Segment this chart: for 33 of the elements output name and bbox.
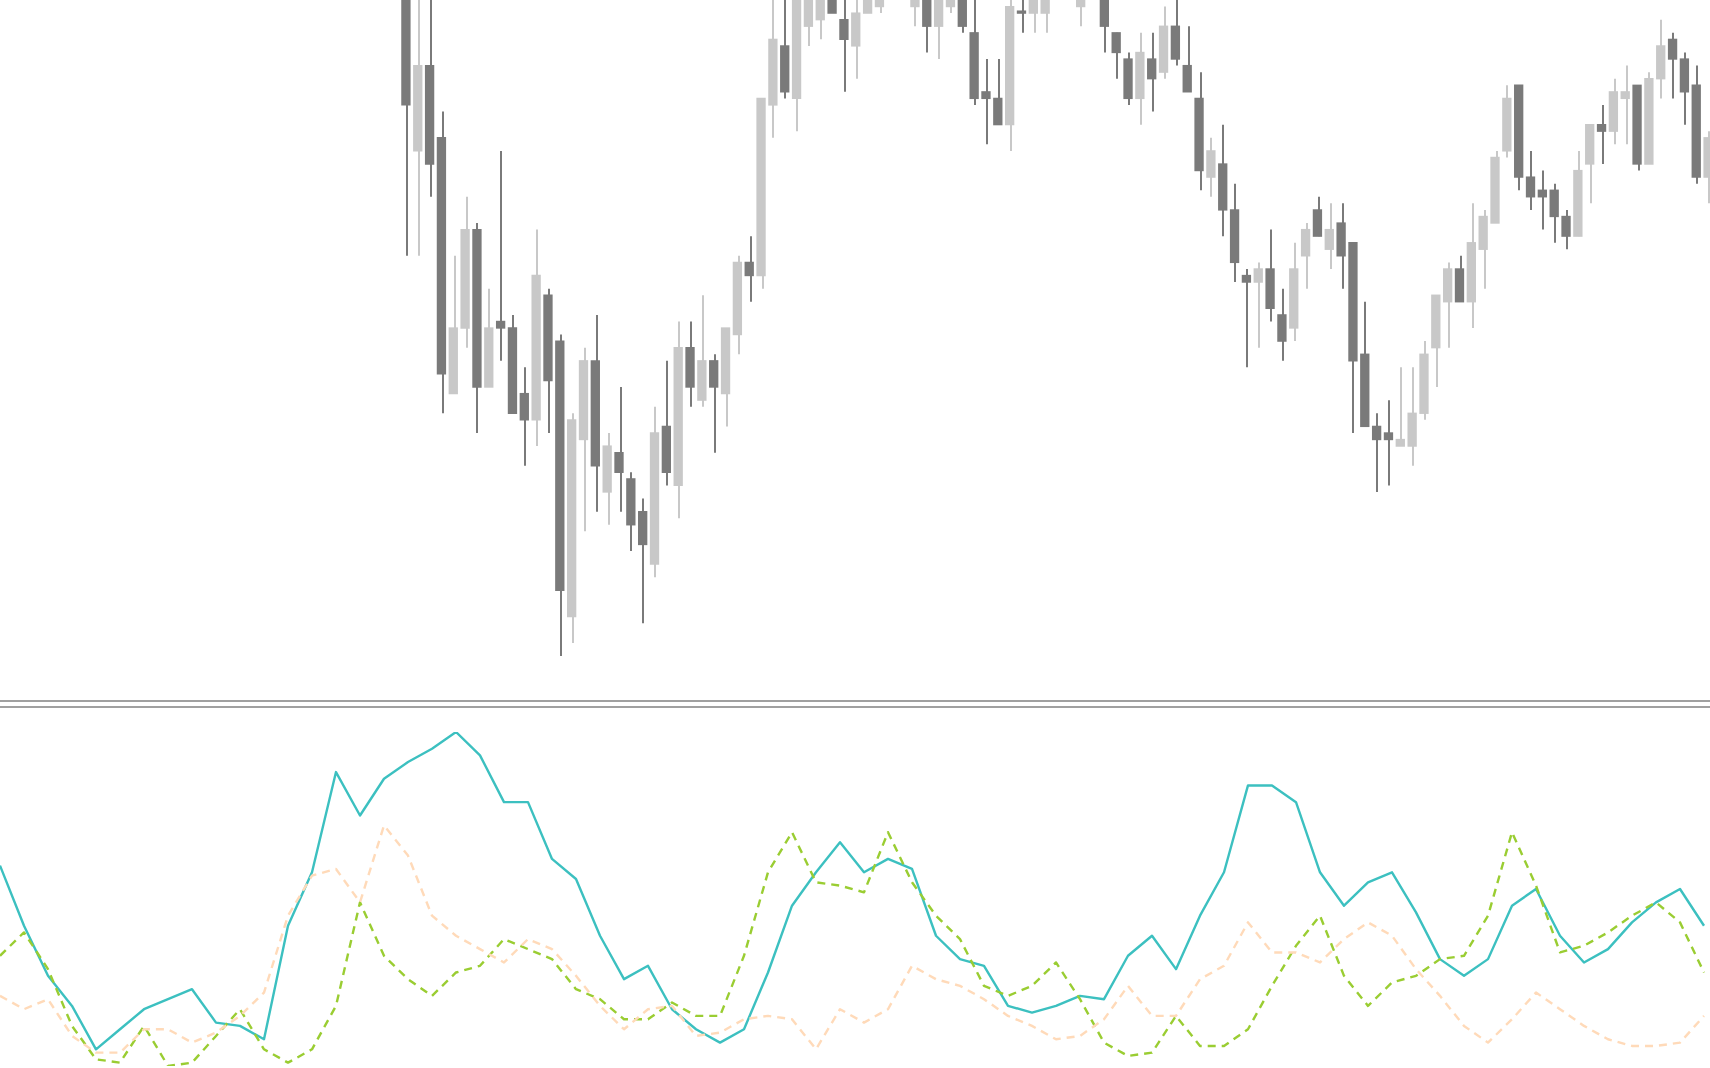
candlestick — [839, 0, 849, 93]
candlestick — [1076, 0, 1086, 28]
candlestick — [922, 0, 932, 54]
candlestick — [1585, 123, 1595, 205]
candlestick — [661, 359, 672, 487]
candlestick — [1241, 267, 1252, 369]
candlestick — [1253, 261, 1263, 349]
candlestick — [1265, 228, 1275, 323]
candlestick — [1182, 25, 1192, 93]
candlestick — [910, 0, 920, 28]
candlestick — [1123, 51, 1133, 106]
candlestick — [1454, 254, 1465, 303]
candlestick — [1324, 202, 1334, 270]
candlestick — [780, 0, 790, 100]
candlestick — [1147, 31, 1157, 113]
candlestick — [614, 386, 624, 513]
candlestick — [744, 235, 754, 303]
candlestick — [1111, 31, 1121, 80]
candlestick — [1312, 195, 1323, 238]
candlestick — [1206, 136, 1216, 198]
candlestick — [1135, 31, 1145, 126]
candlestick — [697, 294, 707, 408]
candlestick — [1099, 0, 1110, 54]
candlestick — [957, 0, 967, 34]
candlestick — [1277, 287, 1287, 362]
candlestick — [1596, 103, 1607, 165]
candlestick — [1016, 0, 1027, 34]
candlestick — [1170, 0, 1181, 67]
candlestick — [709, 353, 719, 454]
candlestick — [685, 320, 695, 408]
candlestick — [602, 431, 612, 526]
candlestick — [1300, 222, 1311, 290]
candlestick — [1158, 5, 1169, 80]
